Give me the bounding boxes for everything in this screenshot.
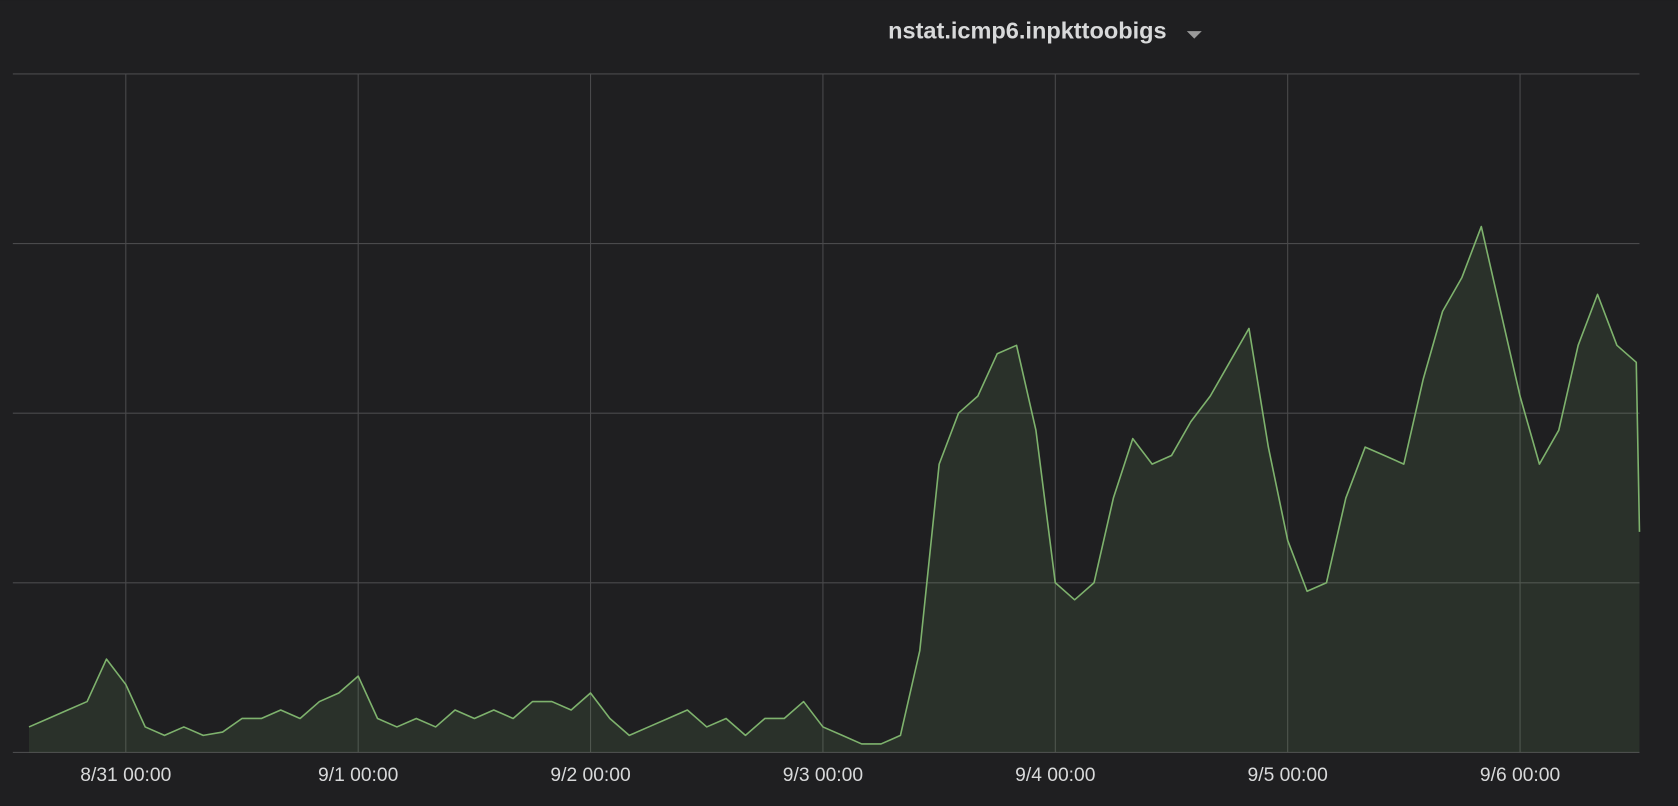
dropdown-caret[interactable] bbox=[1186, 31, 1202, 39]
chart-title[interactable]: nstat.icmp6.inpkttoobigs bbox=[888, 17, 1166, 43]
x-tick-label: 9/2 00:00 bbox=[550, 765, 630, 786]
series-line bbox=[28, 225, 1641, 745]
x-tick-label: 9/6 00:00 bbox=[1480, 765, 1560, 786]
x-tick-label: 9/4 00:00 bbox=[1015, 765, 1095, 786]
x-tick-label: 8/31 00:00 bbox=[80, 765, 171, 786]
x-tick-label: 9/3 00:00 bbox=[783, 765, 863, 786]
area-fill bbox=[29, 226, 1640, 753]
x-tick-label: 9/1 00:00 bbox=[318, 765, 398, 786]
x-tick-label: 9/5 00:00 bbox=[1248, 765, 1328, 786]
